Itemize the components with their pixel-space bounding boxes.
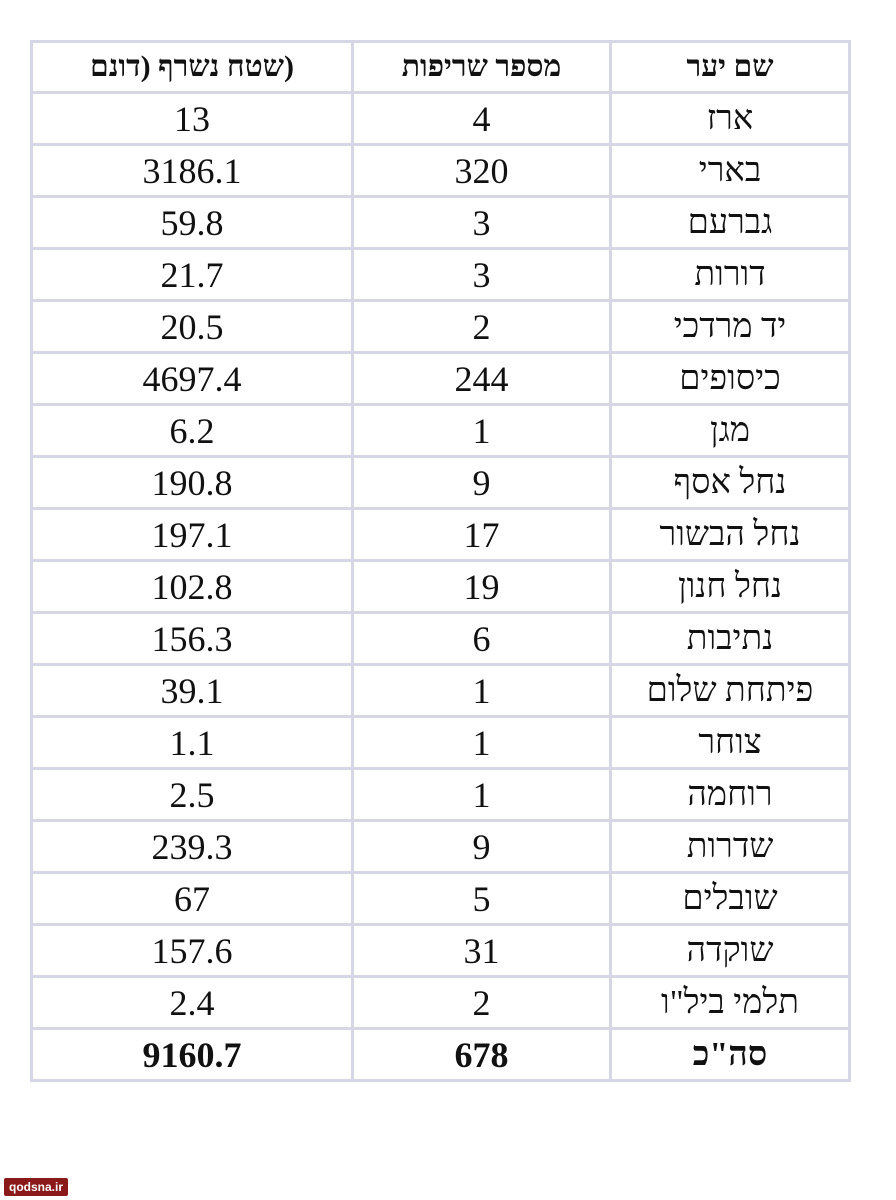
cell-forest-name: דורות bbox=[609, 247, 851, 302]
cell-fire-count: 19 bbox=[351, 559, 612, 614]
table-row: 239.3 9 שדרות bbox=[30, 819, 851, 874]
cell-burned-area: 157.6 bbox=[30, 923, 354, 978]
cell-burned-area: 2.4 bbox=[30, 975, 354, 1030]
cell-fire-count: 31 bbox=[351, 923, 612, 978]
total-fire-count: 678 bbox=[351, 1027, 612, 1082]
header-fire-count: מספר שריפות bbox=[351, 40, 612, 94]
cell-forest-name: יד מרדכי bbox=[609, 299, 851, 354]
cell-forest-name: צוחר bbox=[609, 715, 851, 770]
table-row: 13 4 ארז bbox=[30, 91, 851, 146]
total-row: 9160.7 678 סה"כ bbox=[30, 1027, 851, 1082]
cell-burned-area: 39.1 bbox=[30, 663, 354, 718]
forest-fires-table: (שטח נשרף (דונם מספר שריפות שם יער 13 4 אר… bbox=[30, 40, 851, 1082]
cell-fire-count: 4 bbox=[351, 91, 612, 146]
cell-forest-name: בארי bbox=[609, 143, 851, 198]
cell-burned-area: 67 bbox=[30, 871, 354, 926]
table-row: 102.8 19 נחל חנון bbox=[30, 559, 851, 614]
cell-fire-count: 1 bbox=[351, 403, 612, 458]
table-row: 156.3 6 נתיבות bbox=[30, 611, 851, 666]
cell-forest-name: פיתחת שלום bbox=[609, 663, 851, 718]
cell-fire-count: 6 bbox=[351, 611, 612, 666]
table-row: 197.1 17 נחל הבשור bbox=[30, 507, 851, 562]
cell-fire-count: 3 bbox=[351, 247, 612, 302]
cell-burned-area: 190.8 bbox=[30, 455, 354, 510]
cell-forest-name: רוחמה bbox=[609, 767, 851, 822]
table-row: 2.4 2 תלמי ביל"ו bbox=[30, 975, 851, 1030]
cell-fire-count: 1 bbox=[351, 767, 612, 822]
table-row: 2.5 1 רוחמה bbox=[30, 767, 851, 822]
cell-burned-area: 20.5 bbox=[30, 299, 354, 354]
total-burned-area: 9160.7 bbox=[30, 1027, 354, 1082]
cell-burned-area: 21.7 bbox=[30, 247, 354, 302]
cell-forest-name: גברעם bbox=[609, 195, 851, 250]
cell-fire-count: 1 bbox=[351, 715, 612, 770]
cell-burned-area: 59.8 bbox=[30, 195, 354, 250]
cell-burned-area: 2.5 bbox=[30, 767, 354, 822]
cell-burned-area: 102.8 bbox=[30, 559, 354, 614]
cell-fire-count: 320 bbox=[351, 143, 612, 198]
cell-fire-count: 244 bbox=[351, 351, 612, 406]
cell-forest-name: ארז bbox=[609, 91, 851, 146]
header-forest-name: שם יער bbox=[609, 40, 851, 94]
cell-fire-count: 2 bbox=[351, 299, 612, 354]
cell-forest-name: שוקדה bbox=[609, 923, 851, 978]
table-body: 13 4 ארז 3186.1 320 בארי 59.8 3 גברעם 21.7 3 דורות 2… bbox=[30, 91, 851, 1082]
cell-forest-name: כיסופים bbox=[609, 351, 851, 406]
table-row: 21.7 3 דורות bbox=[30, 247, 851, 302]
cell-fire-count: 9 bbox=[351, 455, 612, 510]
table-row: 67 5 שובלים bbox=[30, 871, 851, 926]
table-row: 1.1 1 צוחר bbox=[30, 715, 851, 770]
header-burned-area: (שטח נשרף (דונם bbox=[30, 40, 354, 94]
cell-forest-name: שדרות bbox=[609, 819, 851, 874]
cell-forest-name: נחל חנון bbox=[609, 559, 851, 614]
cell-burned-area: 6.2 bbox=[30, 403, 354, 458]
cell-burned-area: 13 bbox=[30, 91, 354, 146]
table-row: 190.8 9 נחל אסף bbox=[30, 455, 851, 510]
cell-burned-area: 156.3 bbox=[30, 611, 354, 666]
cell-fire-count: 2 bbox=[351, 975, 612, 1030]
cell-fire-count: 3 bbox=[351, 195, 612, 250]
cell-forest-name: תלמי ביל"ו bbox=[609, 975, 851, 1030]
table-row: 3186.1 320 בארי bbox=[30, 143, 851, 198]
cell-forest-name: נחל הבשור bbox=[609, 507, 851, 562]
cell-burned-area: 197.1 bbox=[30, 507, 354, 562]
cell-burned-area: 239.3 bbox=[30, 819, 354, 874]
table-header-row: (שטח נשרף (דונם מספר שריפות שם יער bbox=[30, 40, 851, 94]
cell-forest-name: שובלים bbox=[609, 871, 851, 926]
fires-table-container: (שטח נשרף (דונם מספר שריפות שם יער 13 4 אר… bbox=[30, 40, 851, 1082]
table-row: 59.8 3 גברעם bbox=[30, 195, 851, 250]
cell-fire-count: 5 bbox=[351, 871, 612, 926]
cell-forest-name: נתיבות bbox=[609, 611, 851, 666]
total-label: סה"כ bbox=[609, 1027, 851, 1082]
cell-burned-area: 3186.1 bbox=[30, 143, 354, 198]
cell-burned-area: 4697.4 bbox=[30, 351, 354, 406]
table-row: 39.1 1 פיתחת שלום bbox=[30, 663, 851, 718]
table-row: 157.6 31 שוקדה bbox=[30, 923, 851, 978]
table-row: 4697.4 244 כיסופים bbox=[30, 351, 851, 406]
cell-fire-count: 1 bbox=[351, 663, 612, 718]
cell-fire-count: 9 bbox=[351, 819, 612, 874]
cell-forest-name: מגן bbox=[609, 403, 851, 458]
cell-burned-area: 1.1 bbox=[30, 715, 354, 770]
cell-forest-name: נחל אסף bbox=[609, 455, 851, 510]
cell-fire-count: 17 bbox=[351, 507, 612, 562]
table-row: 20.5 2 יד מרדכי bbox=[30, 299, 851, 354]
table-row: 6.2 1 מגן bbox=[30, 403, 851, 458]
site-watermark: qodsna.ir bbox=[4, 1178, 69, 1196]
